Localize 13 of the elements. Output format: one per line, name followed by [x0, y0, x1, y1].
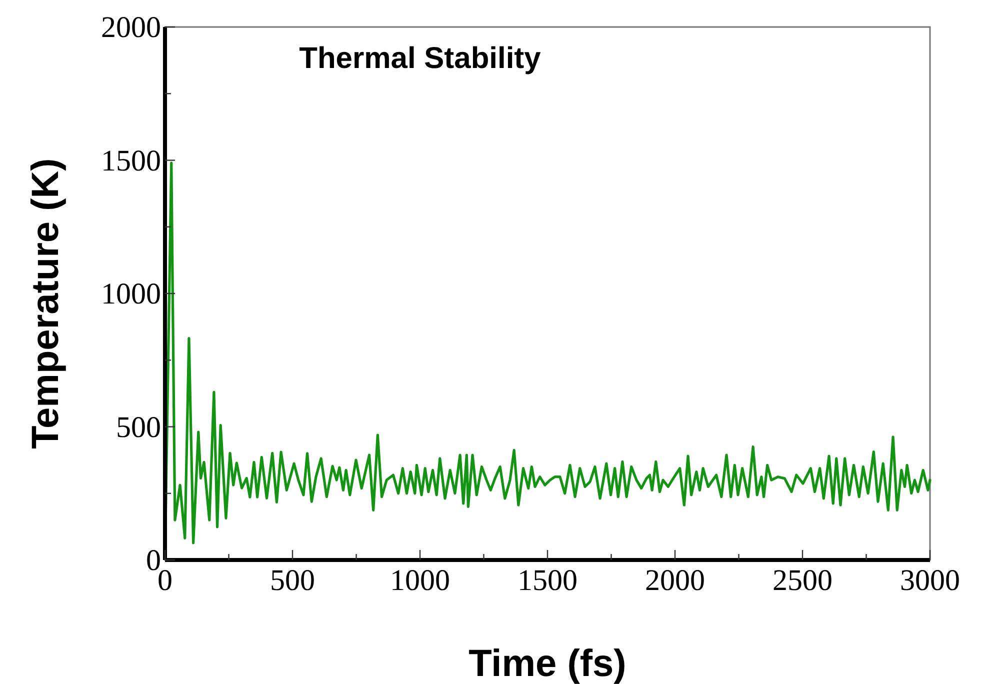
x-tick-label: 2000 — [645, 564, 705, 597]
x-axis-title: Time (fs) — [468, 643, 626, 684]
text: Thermal Stability — [299, 42, 542, 75]
y-tick-label: 500 — [116, 410, 161, 444]
x-tick-label: 1000 — [390, 564, 450, 597]
x-tick-label: 1500 — [518, 564, 578, 597]
x-tick-label: 3000 — [900, 564, 960, 597]
y-tick-label: 1000 — [101, 278, 161, 310]
y-tick-label: 2000 — [101, 11, 161, 44]
y-axis-title: Temperature (K) — [25, 158, 67, 449]
x-tick-label: 500 — [270, 564, 315, 597]
x-tick-label: 2500 — [772, 564, 832, 597]
y-tick-label: 1500 — [101, 144, 161, 178]
